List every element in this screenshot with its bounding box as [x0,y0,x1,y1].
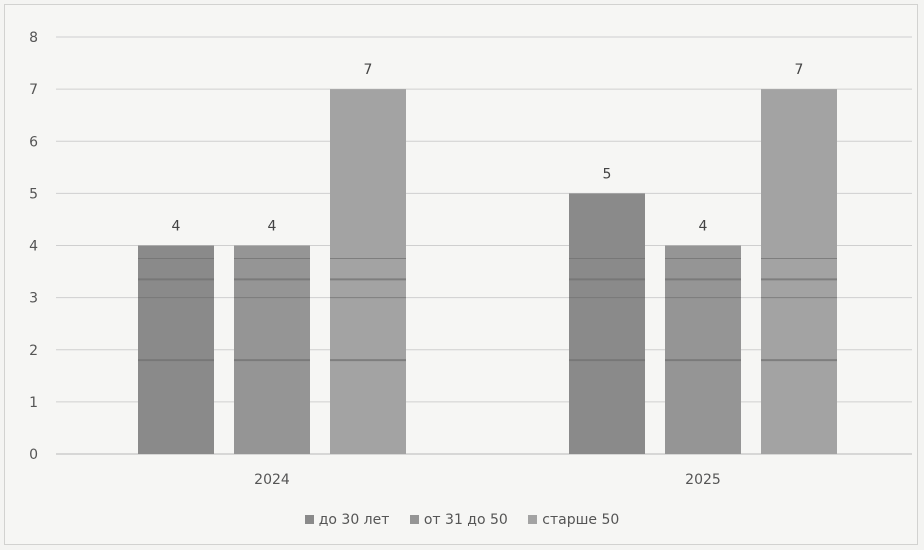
data-label: 7 [364,62,373,78]
legend-item-series-1: до 30 лет [304,512,390,528]
legend-item-series-2: от 31 до 50 [409,512,508,528]
y-tick-label: 3 [29,291,38,307]
legend-label-series-2: от 31 до 50 [423,512,508,528]
bar [330,89,406,454]
data-label: 4 [699,219,708,235]
data-label: 4 [268,219,277,235]
bar [138,245,214,454]
y-tick-label: 4 [29,239,38,255]
y-tick-label: 8 [29,30,38,46]
data-label: 4 [172,219,181,235]
bar [665,245,741,454]
chart-legend: до 30 лет от 31 до 50 старше 50 [0,512,924,528]
legend-swatch-series-3 [528,515,538,524]
bar [761,89,837,454]
legend-swatch-series-1 [304,515,314,524]
y-tick-label: 0 [29,447,38,463]
data-label: 5 [603,166,612,182]
y-tick-label: 7 [29,82,38,98]
legend-label-series-1: до 30 лет [318,512,390,528]
y-tick-label: 6 [29,134,38,150]
legend-label-series-3: старше 50 [542,512,620,528]
x-category-label: 2025 [685,472,721,488]
x-category-label: 2024 [254,472,290,488]
y-tick-label: 5 [29,186,38,202]
bar [569,193,645,454]
y-tick-label: 1 [29,395,38,411]
legend-item-series-3: старше 50 [528,512,619,528]
y-tick-label: 2 [29,343,38,359]
legend-swatch-series-2 [409,515,419,524]
bar [234,245,310,454]
data-label: 7 [795,62,804,78]
